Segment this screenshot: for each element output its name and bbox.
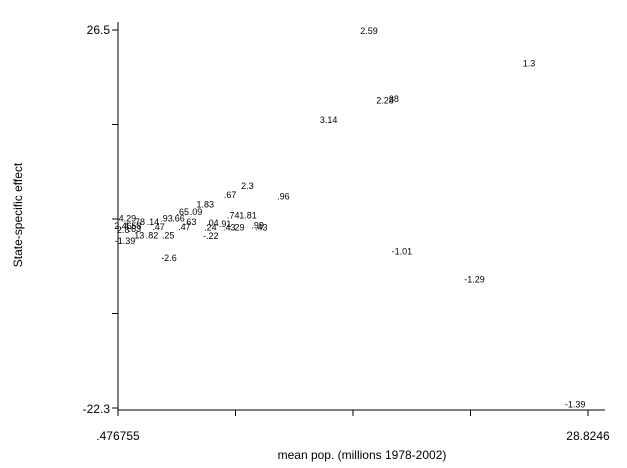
data-point-label: .13 xyxy=(132,230,145,240)
data-point-label: .93 xyxy=(160,213,173,223)
x-tick-label-left: .476755 xyxy=(96,429,140,443)
data-point-label: .78 xyxy=(133,217,146,227)
data-point-label: .67 xyxy=(224,190,237,200)
data-point-label: .47 xyxy=(178,222,191,232)
data-point-label: .96 xyxy=(277,192,290,202)
data-point-label: -1.29 xyxy=(464,275,485,285)
data-point-label: 3.14 xyxy=(320,115,338,125)
data-point-label: .66 xyxy=(172,213,185,223)
data-point-label: .63 xyxy=(129,224,142,234)
data-point-label: .91 xyxy=(219,219,232,229)
y-axis-title: State-specific effect xyxy=(11,162,25,267)
data-point-label: .09 xyxy=(190,207,203,217)
data-point-label: -1.01 xyxy=(392,247,413,257)
data-point-label: 1.3 xyxy=(523,58,536,68)
data-point-label: -.22 xyxy=(203,231,219,241)
data-point-label: .43 xyxy=(223,223,236,233)
data-point-label: .65 xyxy=(176,207,189,217)
x-tick-label-right: 28.8246 xyxy=(566,429,610,443)
data-point-label: -1.39 xyxy=(115,236,136,246)
data-point-label: .74 xyxy=(227,210,240,220)
x-axis-title: mean pop. (millions 1978-2002) xyxy=(278,448,447,462)
x-axis-ticks xyxy=(117,410,589,416)
data-point-label: 2.59 xyxy=(360,26,378,36)
data-point-label: 2.3 xyxy=(241,181,254,191)
data-point-label: .99 xyxy=(251,220,264,230)
data-point-label: .82 xyxy=(146,230,159,240)
data-point-label: 2.28 xyxy=(376,96,394,106)
y-tick-label-bottom: -22.3 xyxy=(83,402,111,416)
data-point-label: .63 xyxy=(184,217,197,227)
data-point-label: 1.81 xyxy=(239,210,257,220)
data-point-label: 2.46 xyxy=(114,221,132,231)
data-point-label: -2.6 xyxy=(161,253,177,263)
data-point-label: .25 xyxy=(162,230,175,240)
data-point-label: .04 xyxy=(206,218,219,228)
data-point-label: .29 xyxy=(232,223,245,233)
data-point-label: .14 xyxy=(147,217,160,227)
data-point-label: 4.29 xyxy=(119,213,137,223)
data-point-label: -1.39 xyxy=(565,399,586,409)
data-point-label: 2.8 xyxy=(117,225,130,235)
data-point-label: 1.83 xyxy=(196,199,214,209)
y-axis-ticks xyxy=(112,29,118,409)
y-tick-label-top: 26.5 xyxy=(87,23,111,37)
data-point-label: 38 xyxy=(389,94,399,104)
data-point-label: .47 xyxy=(152,222,165,232)
data-point-label: .24 xyxy=(204,223,217,233)
data-point-label: 4.58 xyxy=(124,221,142,231)
data-point-label: .43 xyxy=(255,223,268,233)
